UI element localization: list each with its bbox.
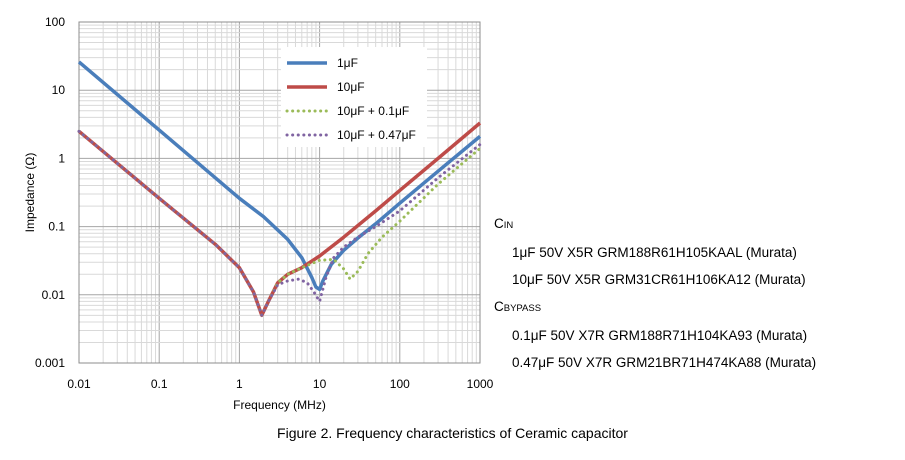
cbypass-heading-sub: BYPASS <box>503 303 542 314</box>
figure-caption: Figure 2. Frequency characteristics of C… <box>277 425 628 441</box>
x-tick-label: 0.1 <box>151 377 168 391</box>
y-axis-title: Impedance (Ω) <box>23 153 37 233</box>
y-tick-label: 0.001 <box>35 356 65 370</box>
cin-heading-sub: IN <box>503 220 514 231</box>
x-tick-label: 1000 <box>467 377 494 391</box>
x-axis-ticks: 0.01 0.1 1 10 100 1000 <box>67 377 493 391</box>
series-line-4 <box>77 129 482 317</box>
x-axis-title: Frequency (MHz) <box>233 398 326 412</box>
legend: 1μF 10μF 10μF + 0.1μF 10μF + 0.47μF <box>281 47 427 147</box>
y-axis-ticks: 0.001 0.01 0.1 1 10 100 <box>35 15 65 370</box>
x-tick-label: 100 <box>390 377 410 391</box>
plot-frame <box>78 21 481 364</box>
legend-label: 1μF <box>337 56 358 70</box>
y-tick-label: 100 <box>45 15 65 29</box>
x-tick-label: 1 <box>236 377 243 391</box>
series-line-3 <box>77 129 482 317</box>
y-tick-label: 0.01 <box>42 288 66 302</box>
cin-heading-main: C <box>494 216 504 231</box>
y-tick-label: 0.1 <box>48 220 65 234</box>
cin-item-2: 10μF 50V X5R GRM31CR61H106KA12 (Murata) <box>512 272 806 287</box>
series-lines <box>77 60 482 318</box>
legend-label: 10μF + 0.1μF <box>337 104 409 118</box>
legend-label: 10μF + 0.47μF <box>337 128 416 142</box>
cin-heading: CIN <box>494 210 816 239</box>
capacitor-notes: CIN 1μF 50V X5R GRM188R61H105KAAL (Murat… <box>494 210 816 376</box>
y-tick-label: 1 <box>58 151 65 165</box>
x-tick-label: 0.01 <box>67 377 91 391</box>
plot-grid <box>78 22 480 364</box>
x-tick-label: 10 <box>313 377 327 391</box>
y-tick-label: 10 <box>52 83 66 97</box>
cbypass-heading: CBYPASS <box>494 293 816 322</box>
series-line-2 <box>77 121 482 318</box>
cbypass-heading-main: C <box>494 299 504 314</box>
series-line-1 <box>77 60 482 292</box>
legend-label: 10μF <box>337 80 365 94</box>
cin-item-1: 1μF 50V X5R GRM188R61H105KAAL (Murata) <box>512 245 797 260</box>
cbypass-item-2: 0.47μF 50V X7R GRM21BR71H474KA88 (Murata… <box>512 355 817 370</box>
cbypass-item-1: 0.1μF 50V X7R GRM188R71H104KA93 (Murata) <box>512 328 808 343</box>
